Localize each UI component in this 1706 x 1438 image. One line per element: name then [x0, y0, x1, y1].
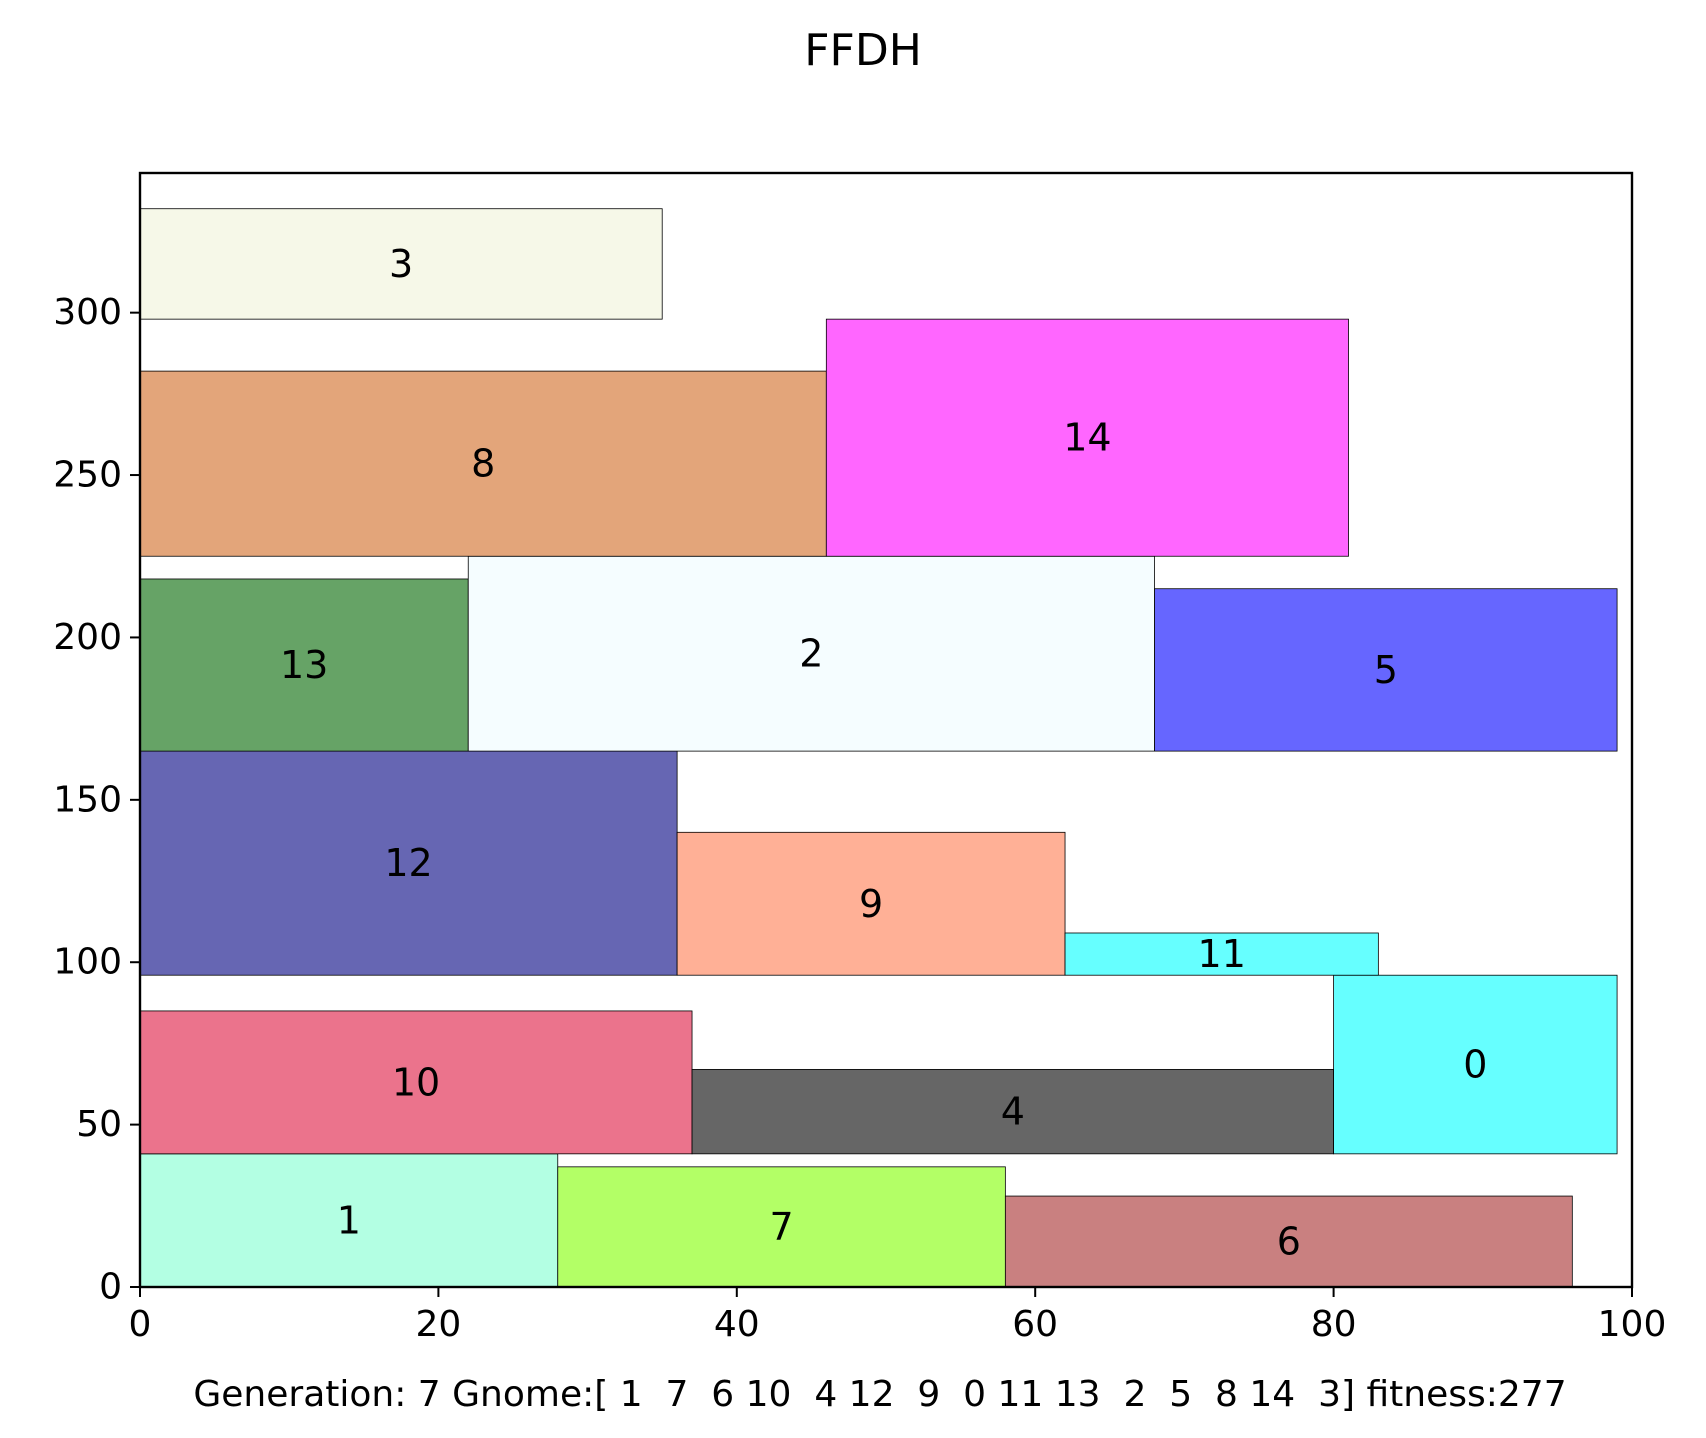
rectangle-0	[1333, 974, 1618, 1155]
rectangle-4	[691, 1068, 1334, 1155]
rectangle-9	[676, 831, 1066, 976]
rectangle-label-1: 1	[337, 1198, 361, 1242]
rectangle-label-8: 8	[471, 442, 495, 486]
rectangle-label-4: 4	[1001, 1090, 1025, 1134]
rectangle-6	[1004, 1195, 1573, 1288]
y-tick-label: 50	[76, 1104, 122, 1145]
x-axis-label: Generation: 7 Gnome:[ 1 7 6 10 4 12 9 0 …	[193, 1374, 1566, 1415]
rectangle-label-14: 14	[1063, 416, 1111, 460]
x-tick-label: 60	[1012, 1304, 1058, 1345]
y-tick-label: 0	[99, 1267, 122, 1308]
rectangle-label-6: 6	[1277, 1220, 1301, 1264]
rectangle-11	[1064, 932, 1379, 976]
rectangle-12	[139, 750, 678, 976]
rectangle-14	[825, 318, 1349, 557]
x-tick-label: 0	[129, 1304, 152, 1345]
y-tick-label: 200	[53, 617, 122, 658]
rectangle-5	[1154, 588, 1618, 752]
x-tick-label: 20	[415, 1304, 461, 1345]
rectangle-8	[139, 370, 827, 557]
rectangle-label-0: 0	[1463, 1043, 1487, 1087]
rectangle-label-2: 2	[799, 632, 823, 676]
rectangle-3	[139, 208, 663, 320]
rectangle-label-3: 3	[389, 242, 413, 286]
x-tick-label: 80	[1311, 1304, 1357, 1345]
x-tick-label: 100	[1598, 1304, 1667, 1345]
chart-title: FFDH	[804, 25, 922, 76]
rectangle-label-11: 11	[1198, 932, 1246, 976]
rectangle-label-12: 12	[384, 841, 432, 885]
rectangle-13	[139, 578, 469, 752]
rectangles-layer	[139, 208, 1618, 1288]
y-tick-label: 150	[53, 779, 122, 820]
rectangle-label-9: 9	[859, 882, 883, 926]
x-tick-label: 40	[714, 1304, 760, 1345]
rectangle-1	[139, 1153, 559, 1288]
rectangle-label-13: 13	[280, 643, 328, 687]
rectangle-labels-layer: 1 7 6 10 4 0 12 9 11 13 2 5 8 14 3	[280, 242, 1487, 1264]
plot-area-frame	[138, 171, 1634, 1289]
rectangle-7	[557, 1166, 1006, 1288]
rectangle-label-5: 5	[1374, 648, 1398, 692]
y-tick-label: 250	[53, 455, 122, 496]
rectangle-label-7: 7	[769, 1205, 793, 1249]
x-axis-ticks: 0 20 40 60 80 100	[129, 1287, 1667, 1345]
rectangle-10	[139, 1010, 693, 1155]
y-axis-ticks: 0 50 100 150 200 250 300	[53, 292, 140, 1308]
rectangle-label-10: 10	[392, 1060, 440, 1104]
y-tick-label: 100	[53, 942, 122, 983]
y-tick-label: 300	[53, 292, 122, 333]
